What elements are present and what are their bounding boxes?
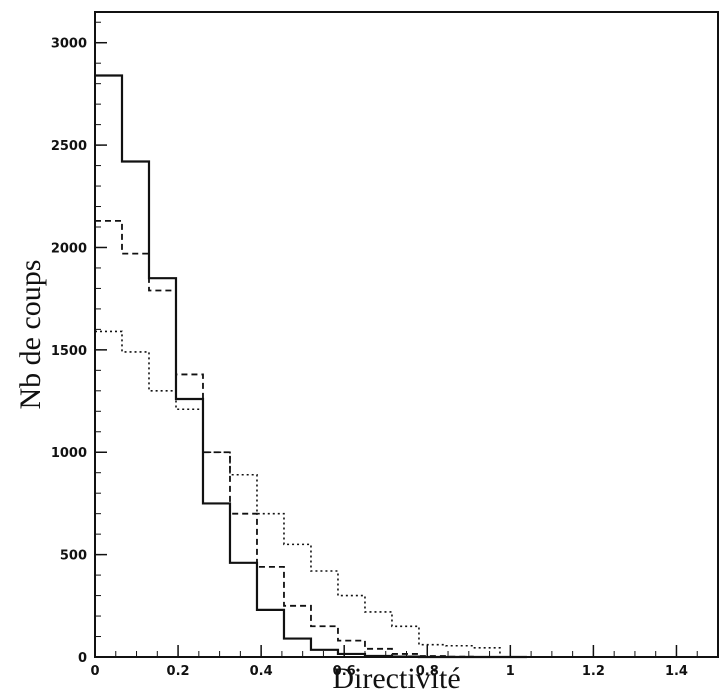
bin-dotted-4: [203, 452, 230, 657]
y-tick-label: 2500: [51, 139, 87, 154]
y-tick-label: 500: [60, 549, 87, 564]
x-tick-label: 0: [90, 664, 99, 679]
y-tick-label: 1000: [51, 446, 87, 461]
y-tick-label: 2000: [51, 241, 87, 256]
series-line-dotted: [95, 330, 527, 658]
y-tick-label: 3000: [51, 37, 87, 52]
bin-dotted-9: [338, 596, 365, 657]
series-dotted: [95, 330, 527, 658]
bin-dotted-0: [95, 331, 122, 657]
bin-dotted-3: [176, 409, 203, 657]
tick-labels: 0 0.2 0.4 0.6 0.8 1 1.2 1.4 0 500 1000 1500 2000 2500…: [51, 37, 688, 679]
x-tick-label: 1: [506, 664, 515, 679]
plot-frame: [94, 11, 719, 658]
x-tick-label: 0.6: [333, 664, 356, 679]
bin-dotted-2: [149, 391, 176, 657]
bin-dotted-5: [230, 475, 257, 657]
x-axis-title: Directivité: [332, 662, 460, 693]
series-line-dashed: [95, 219, 527, 658]
bin-dotted-10: [365, 612, 392, 657]
bin-dotted-11: [392, 626, 419, 657]
bin-dotted-8: [311, 571, 338, 657]
bin-dotted-1: [122, 352, 149, 657]
y-tick-label: 0: [78, 651, 87, 666]
x-tick-label: 0.8: [416, 664, 439, 679]
x-tick-label: 1.2: [582, 664, 605, 679]
x-tick-label: 1.4: [665, 664, 688, 679]
bin-dotted-13: [446, 646, 473, 657]
x-tick-label: 0.4: [250, 664, 273, 679]
x-tick-label: 0.2: [167, 664, 190, 679]
bin-dotted-7: [284, 544, 311, 657]
bin-dotted-14: [473, 648, 500, 657]
bin-dotted-6: [257, 514, 284, 657]
bin-dotted-12: [419, 645, 446, 657]
histogram-series: [95, 74, 527, 659]
y-tick-label: 1500: [51, 344, 87, 359]
y-axis-title: Nb de coups: [14, 260, 47, 410]
series-dashed: [95, 219, 527, 658]
